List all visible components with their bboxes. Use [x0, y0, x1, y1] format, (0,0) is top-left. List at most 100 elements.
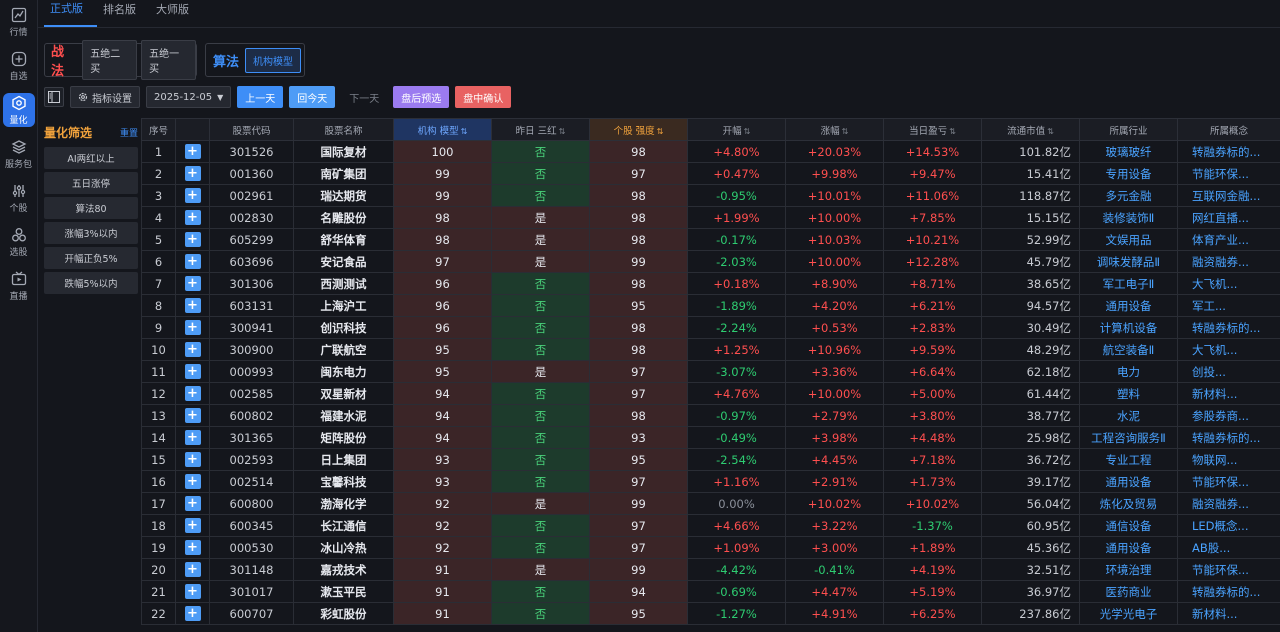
plus-icon[interactable]: +	[184, 188, 201, 203]
concept-link[interactable]: 物联网...	[1177, 448, 1280, 471]
industry-link[interactable]: 多元金融	[1079, 184, 1178, 207]
next-day-button[interactable]: 下一天	[349, 93, 380, 105]
plus-icon[interactable]: +	[184, 298, 201, 313]
header-pnl[interactable]: 当日盈亏 ⇅	[883, 118, 982, 141]
industry-link[interactable]: 航空装备Ⅱ	[1079, 338, 1178, 361]
date-select[interactable]: 2025-12-05 ▼	[146, 86, 232, 108]
header-open[interactable]: 开幅 ⇅	[687, 118, 786, 141]
industry-link[interactable]: 工程咨询服务Ⅱ	[1079, 426, 1178, 449]
industry-link[interactable]: 调味发酵品Ⅱ	[1079, 250, 1178, 273]
table-row[interactable]: 10 +300900 广联航空 95 否 98 +1.25% +10.96% +9.59% 48.…	[141, 338, 1280, 361]
tab-official[interactable]: 正式版	[44, 0, 97, 27]
industry-link[interactable]: 水泥	[1079, 404, 1178, 427]
table-row[interactable]: 21 +301017 漱玉平民 91 否 94 -0.69% +4.47% +5.19% 36.9…	[141, 580, 1280, 603]
industry-link[interactable]: 玻璃玻纤	[1079, 140, 1178, 163]
concept-link[interactable]: 转融券标的...	[1177, 580, 1280, 603]
header-code[interactable]: 股票代码	[209, 118, 294, 141]
plus-icon[interactable]: +	[184, 144, 201, 159]
plus-icon[interactable]: +	[184, 210, 201, 225]
concept-link[interactable]: 融资融券...	[1177, 492, 1280, 515]
table-row[interactable]: 2 +001360 南矿集团 99 否 97 +0.47% +9.98% +9.47% 15.41…	[141, 162, 1280, 185]
table-row[interactable]: 16 +002514 宝馨科技 93 否 97 +1.16% +2.91% +1.73% 39.1…	[141, 470, 1280, 493]
concept-link[interactable]: 节能环保...	[1177, 470, 1280, 493]
plus-icon[interactable]: +	[184, 364, 201, 379]
concept-link[interactable]: 大飞机...	[1177, 272, 1280, 295]
industry-link[interactable]: 医药商业	[1079, 580, 1178, 603]
concept-link[interactable]: 创投...	[1177, 360, 1280, 383]
concept-link[interactable]: 大飞机...	[1177, 338, 1280, 361]
nav-service[interactable]: 服务包	[0, 132, 37, 176]
industry-link[interactable]: 专业工程	[1079, 448, 1178, 471]
industry-link[interactable]: 文娱用品	[1079, 228, 1178, 251]
table-row[interactable]: 22 +600707 彩虹股份 91 否 95 -1.27% +4.91% +6.25% 237.…	[141, 602, 1280, 625]
plus-icon[interactable]: +	[184, 254, 201, 269]
post-market-button[interactable]: 盘后预选	[393, 86, 450, 108]
plus-icon[interactable]: +	[184, 540, 201, 555]
concept-link[interactable]: 军工...	[1177, 294, 1280, 317]
filter-item[interactable]: AI两红以上	[44, 147, 138, 169]
industry-link[interactable]: 通用设备	[1079, 294, 1178, 317]
table-row[interactable]: 7 +301306 西测测试 96 否 98 +0.18% +8.90% +8.71% 38.65…	[141, 272, 1280, 295]
table-row[interactable]: 8 +603131 上海沪工 96 否 95 -1.89% +4.20% +6.21% 94.57…	[141, 294, 1280, 317]
industry-link[interactable]: 装修装饰Ⅱ	[1079, 206, 1178, 229]
nav-watchlist[interactable]: 自选	[0, 44, 37, 88]
nav-quant[interactable]: 量化	[0, 88, 37, 132]
industry-link[interactable]: 通用设备	[1079, 536, 1178, 559]
concept-link[interactable]: 融资融券...	[1177, 250, 1280, 273]
plus-icon[interactable]: +	[184, 166, 201, 181]
plus-icon[interactable]: +	[184, 518, 201, 533]
plus-icon[interactable]: +	[184, 562, 201, 577]
indicator-settings-button[interactable]: 指标设置	[70, 86, 140, 108]
table-row[interactable]: 15 +002593 日上集团 93 否 95 -2.54% +4.45% +7.18% 36.7…	[141, 448, 1280, 471]
industry-link[interactable]: 电力	[1079, 360, 1178, 383]
header-change[interactable]: 涨幅 ⇅	[785, 118, 884, 141]
industry-link[interactable]: 通信设备	[1079, 514, 1178, 537]
concept-link[interactable]: 转融券标的...	[1177, 316, 1280, 339]
algo-option[interactable]: 机构模型	[245, 47, 302, 73]
industry-link[interactable]: 炼化及贸易	[1079, 492, 1178, 515]
table-row[interactable]: 20 +301148 嘉戎技术 91 是 99 -4.42% -0.41% +4.19% 32.5…	[141, 558, 1280, 581]
table-row[interactable]: 5 +605299 舒华体育 98 是 98 -0.17% +10.03% +10.21% 52.…	[141, 228, 1280, 251]
industry-link[interactable]: 专用设备	[1079, 162, 1178, 185]
concept-link[interactable]: 新材料...	[1177, 602, 1280, 625]
panel-toggle-button[interactable]	[44, 87, 64, 107]
concept-link[interactable]: 节能环保...	[1177, 558, 1280, 581]
nav-screener[interactable]: 选股	[0, 220, 37, 264]
table-row[interactable]: 1 +301526 国际复材 100 否 98 +4.80% +20.03% +14.53% 10…	[141, 140, 1280, 163]
industry-link[interactable]: 光学光电子	[1079, 602, 1178, 625]
tab-ranking[interactable]: 排名版	[103, 3, 136, 16]
plus-icon[interactable]: +	[184, 342, 201, 357]
table-row[interactable]: 9 +300941 创识科技 96 否 98 -2.24% +0.53% +2.83% 30.49…	[141, 316, 1280, 339]
filter-item[interactable]: 五日涨停	[44, 172, 138, 194]
concept-link[interactable]: 转融券标的...	[1177, 426, 1280, 449]
filter-item[interactable]: 算法80	[44, 197, 138, 219]
table-row[interactable]: 3 +002961 瑞达期货 99 否 98 -0.95% +10.01% +11.06% 118…	[141, 184, 1280, 207]
filter-item[interactable]: 跌幅5%以内	[44, 272, 138, 294]
strategy-option[interactable]: 五绝一买	[141, 40, 196, 80]
today-button[interactable]: 回今天	[289, 86, 336, 108]
table-row[interactable]: 19 +000530 冰山冷热 92 否 97 +1.09% +3.00% +1.89% 45.3…	[141, 536, 1280, 559]
header-name[interactable]: 股票名称	[293, 118, 394, 141]
concept-link[interactable]: 转融券标的...	[1177, 140, 1280, 163]
plus-icon[interactable]: +	[184, 408, 201, 423]
concept-link[interactable]: AB股...	[1177, 536, 1280, 559]
plus-icon[interactable]: +	[184, 276, 201, 291]
filter-item[interactable]: 开幅正负5%	[44, 247, 138, 269]
concept-link[interactable]: 参股券商...	[1177, 404, 1280, 427]
plus-icon[interactable]: +	[184, 386, 201, 401]
table-row[interactable]: 17 +600800 渤海化学 92 是 99 0.00% +10.02% +10.02% 56.…	[141, 492, 1280, 515]
table-row[interactable]: 6 +603696 安记食品 97 是 99 -2.03% +10.00% +12.28% 45.…	[141, 250, 1280, 273]
header-strength[interactable]: 个股 强度 ⇅	[589, 118, 688, 141]
nav-stock[interactable]: 个股	[0, 176, 37, 220]
concept-link[interactable]: 体育产业...	[1177, 228, 1280, 251]
industry-link[interactable]: 环境治理	[1079, 558, 1178, 581]
industry-link[interactable]: 塑料	[1079, 382, 1178, 405]
concept-link[interactable]: 新材料...	[1177, 382, 1280, 405]
nav-live[interactable]: 直播	[0, 264, 37, 308]
industry-link[interactable]: 通用设备	[1079, 470, 1178, 493]
table-row[interactable]: 14 +301365 矩阵股份 94 否 93 -0.49% +3.98% +4.48% 25.9…	[141, 426, 1280, 449]
concept-link[interactable]: 节能环保...	[1177, 162, 1280, 185]
strategy-option[interactable]: 五绝二买	[82, 40, 138, 80]
plus-icon[interactable]: +	[184, 430, 201, 445]
industry-link[interactable]: 计算机设备	[1079, 316, 1178, 339]
